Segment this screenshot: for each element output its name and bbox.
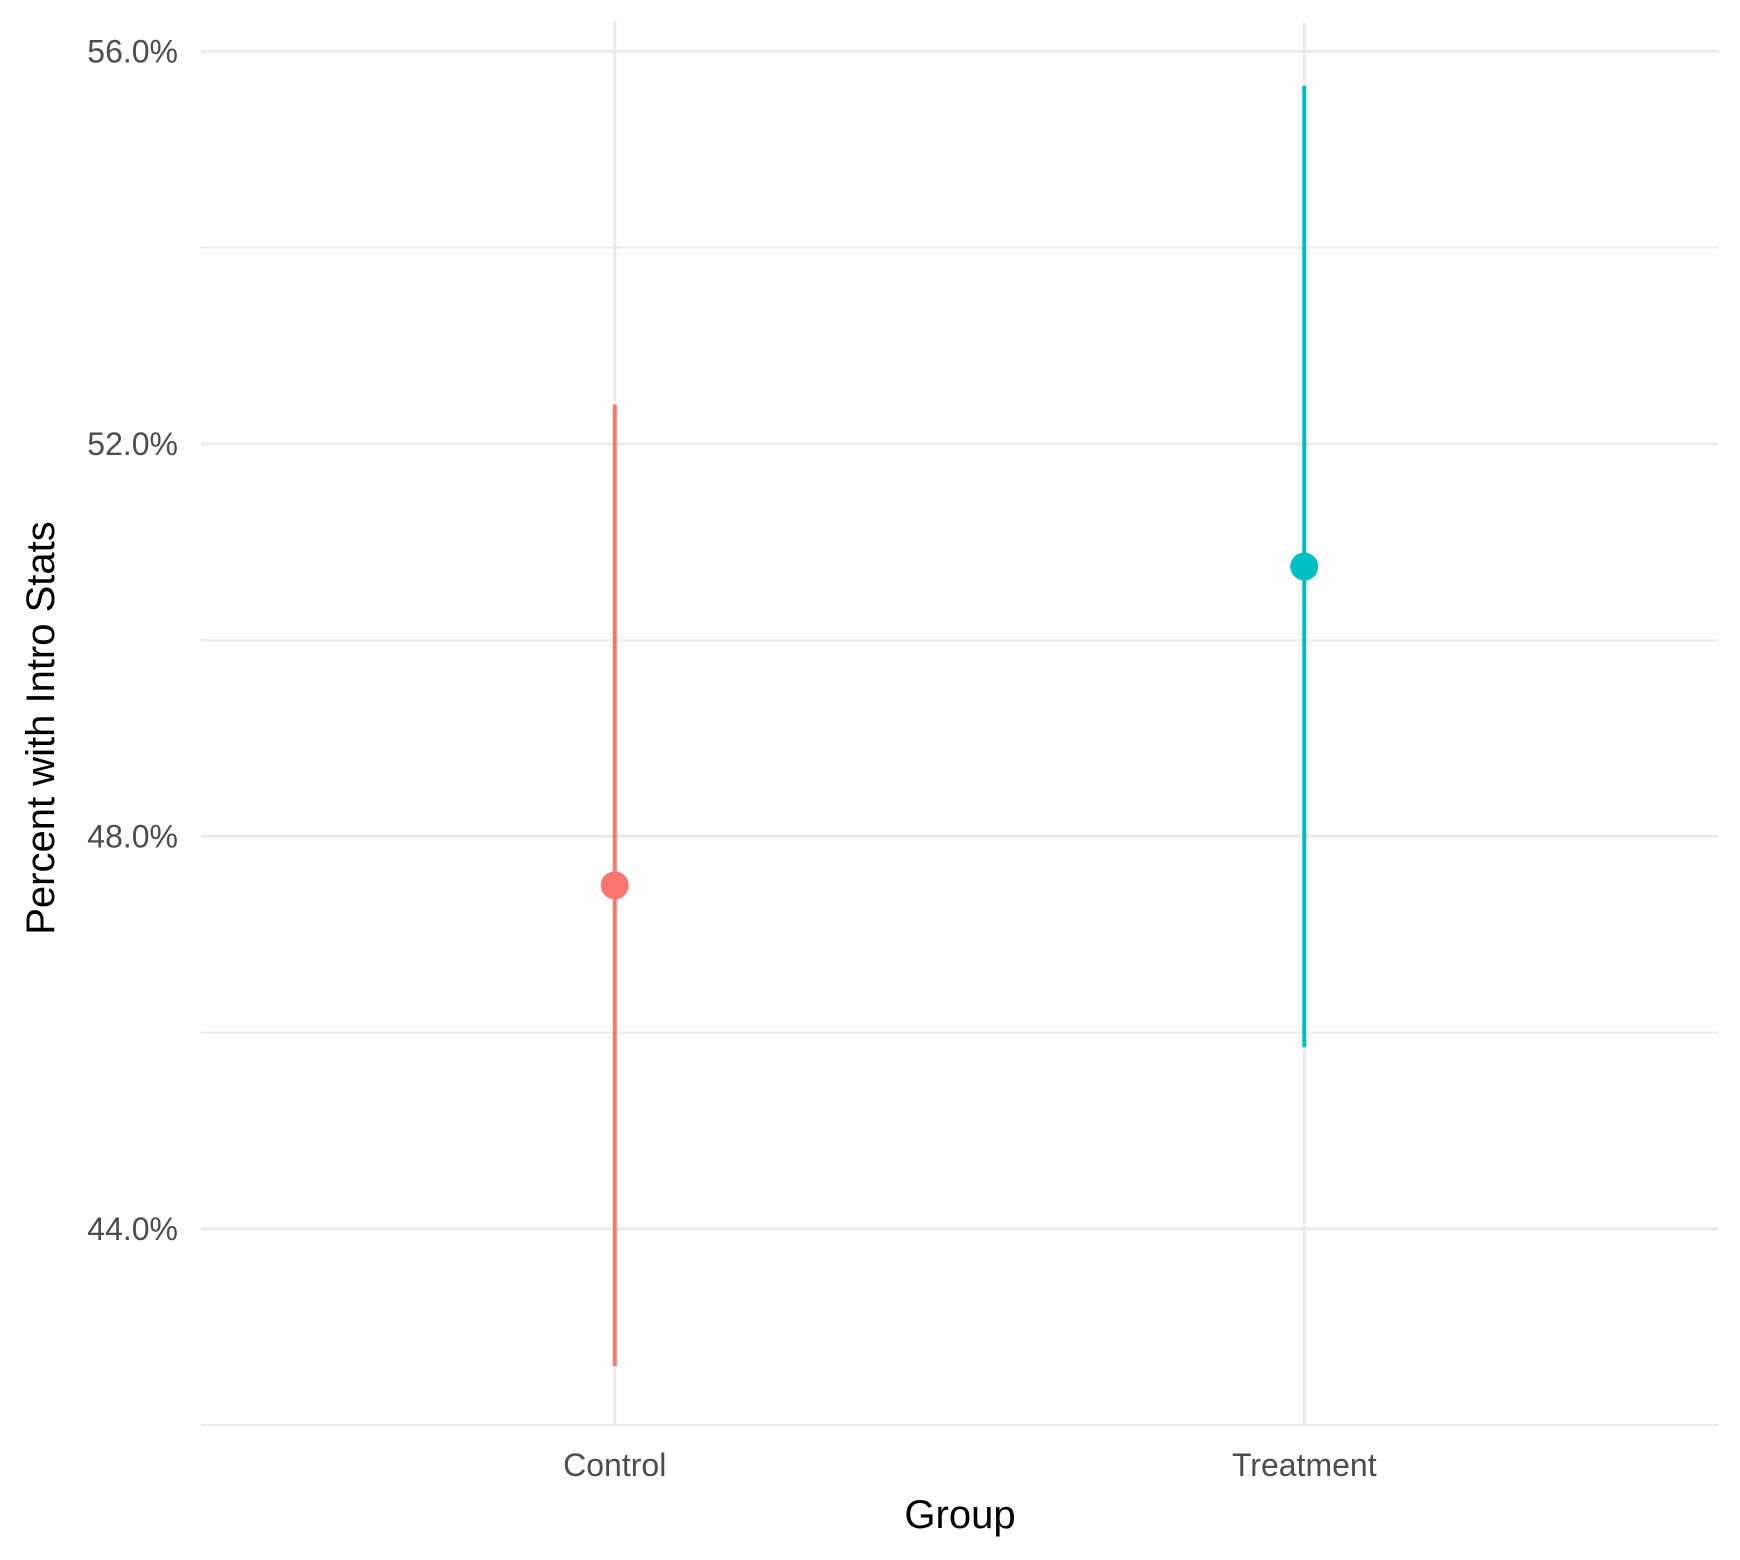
point-estimate-control	[600, 871, 629, 900]
point-estimate-treatment	[1290, 552, 1319, 581]
x-tick-label-1: Treatment	[1232, 1447, 1377, 1483]
y-tick-label-3: 56.0%	[87, 33, 178, 69]
y-tick-label-1: 48.0%	[87, 818, 178, 854]
y-axis-title: Percent with Intro Stats	[19, 521, 63, 935]
gridlines	[201, 22, 1718, 1426]
x-axis-title: Group	[904, 1493, 1015, 1537]
y-tick-label-0: 44.0%	[87, 1211, 178, 1247]
x-tick-label-0: Control	[563, 1447, 666, 1483]
y-tick-label-2: 52.0%	[87, 426, 178, 462]
tick-labels: 44.0% 48.0% 52.0% 56.0% Control Treatment	[87, 33, 1376, 1483]
data-marks	[600, 85, 1319, 1367]
